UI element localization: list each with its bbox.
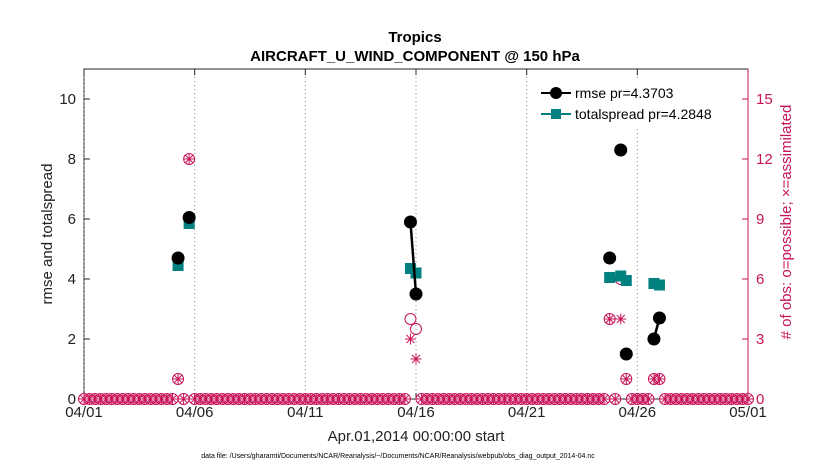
- legend-rmse-label: rmse pr=4.3703: [575, 85, 674, 101]
- y-tick-label: 6: [68, 211, 76, 228]
- obs-assimilated-zero-marker: [399, 393, 411, 405]
- x-axis-label: Apr.01,2014 00:00:00 start: [328, 428, 506, 445]
- obs-assimilated-marker: [653, 373, 665, 385]
- rmse-line: [409, 221, 418, 295]
- y-tick-label: 2: [68, 331, 76, 348]
- obs-possible-marker: [410, 323, 422, 335]
- x-tick-label: 04/01: [65, 404, 103, 421]
- x-tick-label: 04/16: [397, 404, 435, 421]
- obs-count-markers: [78, 153, 754, 405]
- obs-assimilated-marker: [183, 153, 195, 165]
- right-y-tick-label: 9: [756, 211, 764, 228]
- obs-assimilated-marker: [648, 373, 660, 385]
- legend-rmse-marker: [550, 87, 562, 99]
- y-axis-label: rmse and totalspread: [39, 164, 56, 305]
- y-tick-label: 0: [68, 391, 76, 408]
- right-y-tick-label: 3: [756, 331, 764, 348]
- x-tick-label: 04/26: [619, 404, 657, 421]
- legend: rmse pr=4.3703 totalspread pr=4.2848: [536, 79, 742, 127]
- totalspread-point: [604, 272, 616, 283]
- obs-assimilated-marker: [604, 313, 616, 325]
- rmse-point: [647, 332, 661, 346]
- rmse-series: [171, 143, 666, 361]
- totalspread-point: [620, 275, 632, 286]
- obs-assimilated-zero-marker: [167, 393, 179, 405]
- rmse-point: [619, 347, 633, 361]
- obs-assimilated-marker: [172, 373, 184, 385]
- obs-assimilated-marker: [404, 333, 416, 345]
- y-tick-label: 10: [59, 91, 76, 108]
- rmse-point: [409, 287, 423, 301]
- x-tick-label: 05/01: [729, 404, 767, 421]
- obs-assimilated-zero-marker: [598, 393, 610, 405]
- legend-box: [536, 79, 742, 127]
- obs-assimilated-zero-marker: [178, 393, 190, 405]
- totalspread-point: [615, 270, 627, 282]
- x-tick-label: 04/11: [287, 404, 323, 421]
- right-y-tick-label: 12: [756, 151, 773, 168]
- y-tick-label: 8: [68, 151, 76, 168]
- data-file-footnote: data file: /Users/gharamti/Documents/NCA…: [201, 453, 595, 460]
- right-y-axis-ticks: 0 3 6 9 12 15: [742, 91, 773, 408]
- totalspread-point: [653, 279, 665, 291]
- rmse-point: [171, 251, 185, 265]
- obs-possible-marker: [404, 313, 417, 325]
- obs-assimilated-marker: [615, 313, 627, 325]
- obs-assimilated-marker: [620, 373, 632, 385]
- totalspread-point: [172, 260, 184, 271]
- totalspread-point: [404, 263, 416, 274]
- legend-spread-marker: [551, 109, 561, 119]
- rmse-point: [403, 215, 417, 229]
- right-y-tick-label: 0: [756, 391, 764, 408]
- right-y-tick-label: 6: [756, 271, 764, 288]
- y-axis-ticks: 0 2 4 6 8 10: [59, 91, 90, 408]
- legend-spread-label: totalspread pr=4.2848: [575, 106, 712, 122]
- right-y-axis-label: # of obs: o=possible; ×=assimilated: [778, 105, 795, 340]
- obs-assimilated-zero-marker: [609, 393, 621, 405]
- rmse-point: [603, 251, 617, 265]
- x-tick-label: 04/21: [508, 404, 546, 421]
- chart-subtitle: AIRCRAFT_U_WIND_COMPONENT @ 150 hPa: [250, 48, 580, 65]
- obs-assimilated-zero-marker: [642, 393, 654, 405]
- x-tick-label: 04/06: [176, 404, 214, 421]
- rmse-point: [652, 311, 666, 325]
- y-tick-label: 4: [68, 271, 76, 288]
- rmse-point: [182, 211, 196, 224]
- totalspread-point: [648, 278, 660, 289]
- rmse-point: [614, 143, 628, 157]
- right-y-tick-label: 15: [756, 91, 773, 108]
- totalspread-point: [410, 267, 422, 279]
- chart-title: Tropics: [388, 29, 441, 46]
- obs-assimilated-marker: [410, 353, 422, 365]
